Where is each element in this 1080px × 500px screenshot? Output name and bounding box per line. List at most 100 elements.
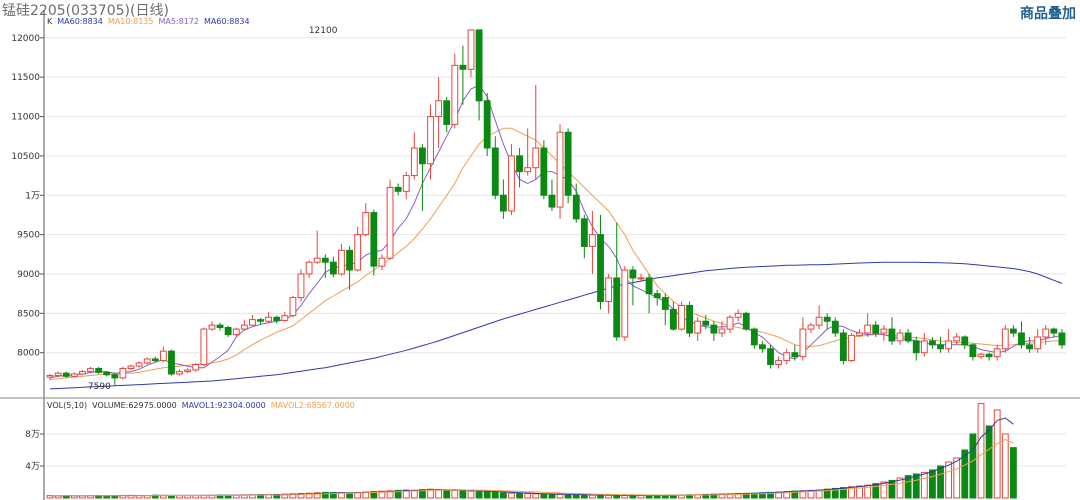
volume-bar [362, 491, 370, 499]
candle-body [168, 350, 175, 375]
candle-body [759, 344, 766, 350]
candle-body [419, 147, 426, 165]
candle-body [143, 358, 151, 364]
candle-body [313, 257, 321, 263]
candle-body [240, 324, 248, 330]
volume-bar [872, 483, 880, 499]
candle-body [929, 340, 936, 346]
price-annotation: 7590 [88, 382, 111, 392]
volume-bar [904, 475, 912, 499]
candle-body [54, 372, 62, 377]
candle-body [249, 319, 256, 326]
candle-body [597, 234, 604, 303]
volume-bar [896, 477, 904, 499]
legend-volume: VOLUME:62975.0000 [92, 401, 177, 410]
candle-body [572, 194, 580, 220]
candle-body [589, 234, 596, 247]
candle-body [1058, 332, 1066, 346]
volume-bar [313, 492, 321, 499]
candle-body [993, 348, 1001, 358]
price-annotation: 12100 [309, 26, 338, 36]
volume-bar [427, 488, 434, 499]
candle-body [281, 315, 289, 321]
volume-bar [580, 494, 588, 499]
candle-body [880, 328, 888, 334]
candle-body [232, 328, 240, 336]
volume-bar [1009, 447, 1017, 499]
volume-bar [597, 494, 604, 499]
candle-body [1026, 344, 1033, 350]
volume-bar [467, 490, 475, 499]
volume-bar [435, 489, 443, 499]
candle-body [1034, 336, 1042, 350]
candle-body [305, 261, 313, 275]
candle-body [427, 116, 434, 165]
price-tick-label: 9500 [17, 231, 40, 241]
volume-bar [540, 493, 548, 499]
volume-bar [378, 490, 386, 499]
volume-tick-label: 4万 [25, 462, 40, 472]
candle-body [580, 218, 588, 247]
volume-bar [548, 493, 556, 499]
legend-mavol2: MAVOL2:68567.0000 [270, 401, 355, 410]
volume-bar [402, 489, 410, 499]
candle-body [184, 369, 192, 373]
candle-body [985, 353, 993, 358]
candle-body [176, 371, 183, 375]
candle-body [516, 155, 523, 173]
volume-bar [516, 492, 523, 499]
volume-bar [305, 492, 313, 499]
candle-body [726, 316, 734, 330]
candle-body [1018, 332, 1025, 346]
volume-bar [888, 479, 896, 499]
candle-body [151, 358, 159, 362]
candle-body [718, 328, 726, 334]
volume-bar [321, 491, 329, 499]
candle-body [508, 155, 515, 212]
volume-bar [839, 487, 847, 499]
candle-body [775, 360, 783, 366]
candle-body [767, 348, 774, 366]
candle-body [669, 308, 677, 330]
volume-bar [937, 465, 944, 499]
candle-body [119, 367, 127, 379]
price-tick-label: 11500 [11, 73, 40, 83]
legend-vol: VOL(5,10) [47, 401, 88, 410]
candle-body [224, 327, 232, 336]
candle-body [435, 100, 443, 118]
legend-ma10: MA10:8135 [107, 17, 154, 26]
volume-bar [370, 491, 378, 499]
mavol2-line [50, 439, 1014, 497]
volume-bar [605, 494, 613, 499]
candle-body [95, 367, 103, 373]
candle-body [87, 367, 94, 373]
candle-body [46, 375, 54, 378]
overlay-commodity-button[interactable]: 商品叠加 [1020, 6, 1076, 22]
volume-bar [572, 494, 580, 499]
candle-body [524, 167, 532, 173]
volume-legend: VOL(5,10) VOLUME:62975.0000 MAVOL1:92304.0… [47, 401, 360, 410]
candle-body [637, 277, 645, 280]
candle-body [451, 64, 459, 125]
candle-body [499, 194, 507, 212]
candle-body [475, 29, 483, 102]
candle-body [289, 297, 297, 317]
candle-body [920, 340, 928, 354]
volume-bar [419, 489, 426, 499]
candle-body [953, 336, 961, 342]
candle-body [799, 328, 807, 358]
candle-body [710, 324, 718, 334]
volume-bar [508, 492, 515, 499]
candle-body [823, 316, 831, 322]
price-tick-label: 1万 [25, 191, 40, 201]
volume-bar [491, 491, 499, 499]
price-tick-label: 8500 [17, 309, 40, 319]
candle-body [742, 312, 750, 330]
candle-body [127, 365, 135, 369]
price-tick-label: 8000 [17, 349, 40, 359]
candle-body [613, 277, 621, 338]
candle-body [839, 332, 847, 362]
candle-body [79, 371, 86, 375]
candle-body [378, 257, 386, 267]
